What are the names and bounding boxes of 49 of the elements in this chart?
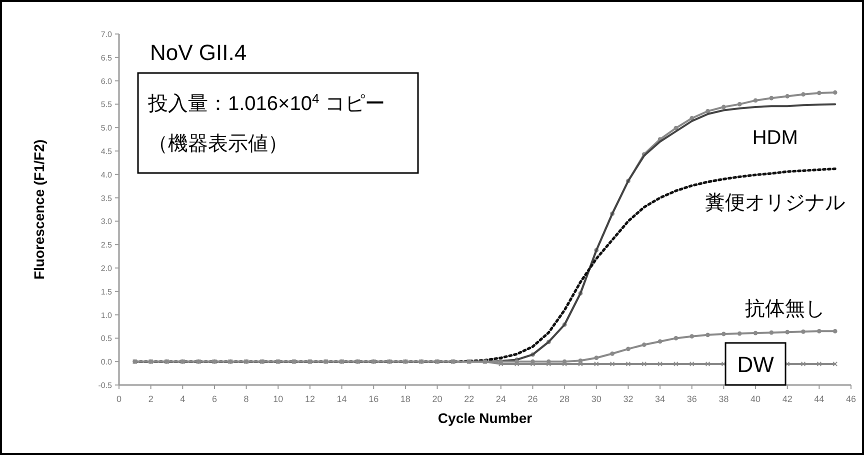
x-tick-label: 44 — [814, 394, 824, 404]
y-tick-label: 2.5 — [100, 240, 113, 250]
x-tick-label: 6 — [212, 394, 217, 404]
y-tick-label: 4.5 — [100, 147, 113, 156]
y-tick-label: 4.0 — [100, 170, 113, 180]
x-tick-label: 8 — [244, 394, 249, 404]
series-label: HDM — [752, 127, 798, 150]
x-tick-label: 30 — [591, 394, 602, 404]
x-tick-label: 10 — [273, 394, 284, 404]
x-tick-label: 4 — [180, 394, 186, 404]
x-tick-label: 0 — [116, 394, 122, 404]
series-label: DW — [737, 352, 774, 377]
x-tick-label: 26 — [528, 394, 538, 404]
annotation: 投入量：1.016×10$^{4}$ コピー — [147, 90, 385, 115]
x-tick-label: 16 — [368, 394, 379, 404]
series-label: 糞便オリジナル — [705, 192, 846, 214]
chart-title: NoV GII.4 — [150, 40, 247, 65]
y-tick-label: 6.0 — [100, 76, 113, 86]
y-tick-label: 1.0 — [100, 310, 113, 320]
x-tick-label: 2 — [148, 394, 154, 404]
y-tick-label: -0.5 — [98, 381, 113, 390]
y-tick-label: 5.5 — [100, 100, 113, 110]
y-tick-label: 2.0 — [100, 264, 113, 273]
x-tick-label: 38 — [718, 394, 729, 404]
x-tick-label: 24 — [496, 394, 506, 404]
y-tick-label: 3.5 — [100, 194, 113, 203]
x-tick-label: 20 — [432, 394, 442, 404]
y-tick-label: 0.0 — [100, 358, 113, 367]
series-label: 抗体無し — [745, 298, 826, 320]
x-tick-label: 18 — [400, 394, 410, 404]
x-tick-label: 28 — [560, 394, 570, 404]
y-tick-label: 6.5 — [100, 53, 113, 62]
y-tick-label: 1.5 — [100, 287, 113, 296]
x-tick-label: 32 — [623, 394, 634, 404]
x-tick-label: 22 — [464, 394, 474, 404]
x-axis-title: Cycle Number — [438, 410, 533, 426]
y-tick-label: 0.5 — [100, 334, 113, 344]
y-tick-label: 5.0 — [100, 124, 113, 133]
y-tick-label: 3.0 — [100, 217, 113, 226]
x-tick-label: 40 — [750, 394, 761, 404]
x-tick-label: 14 — [336, 394, 347, 404]
x-tick-label: 12 — [304, 394, 315, 404]
y-axis-title: Fluorescence (F1/F2) — [31, 139, 47, 280]
x-tick-label: 36 — [686, 394, 697, 404]
x-tick-label: 46 — [846, 394, 856, 404]
x-tick-label: 34 — [655, 394, 666, 404]
annotation: （機器表示値） — [148, 133, 288, 155]
x-tick-label: 42 — [782, 394, 792, 404]
y-tick-label: 7.0 — [100, 30, 113, 39]
